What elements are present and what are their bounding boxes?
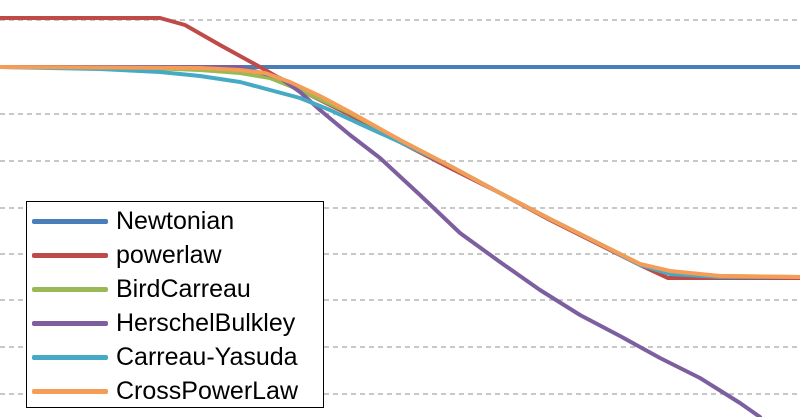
series-line-crosspowerlaw <box>0 65 800 279</box>
legend-label: powerlaw <box>116 240 222 269</box>
legend-label: HerschelBulkley <box>116 308 296 337</box>
legend-swatch <box>32 286 108 292</box>
legend-swatch <box>32 252 108 258</box>
legend-swatch <box>32 388 108 394</box>
legend-swatch <box>32 320 108 326</box>
legend-item: Newtonian <box>27 204 323 238</box>
legend-item: CrossPowerLaw <box>27 374 323 408</box>
legend-swatch <box>32 354 108 360</box>
legend-label: Carreau-Yasuda <box>116 342 298 371</box>
series-lines <box>0 16 800 417</box>
legend-item: Carreau-Yasuda <box>27 340 323 374</box>
legend-item: HerschelBulkley <box>27 306 323 340</box>
legend-label: BirdCarreau <box>116 274 251 303</box>
legend-label: CrossPowerLaw <box>116 376 299 405</box>
legend-label: Newtonian <box>116 206 235 235</box>
legend-item: BirdCarreau <box>27 272 323 306</box>
legend-item: powerlaw <box>27 238 323 272</box>
legend: Newtonian powerlaw BirdCarreau HerschelBulk… <box>26 201 324 408</box>
legend-swatch <box>32 218 108 224</box>
series-line-herschelbulkley <box>0 65 762 417</box>
